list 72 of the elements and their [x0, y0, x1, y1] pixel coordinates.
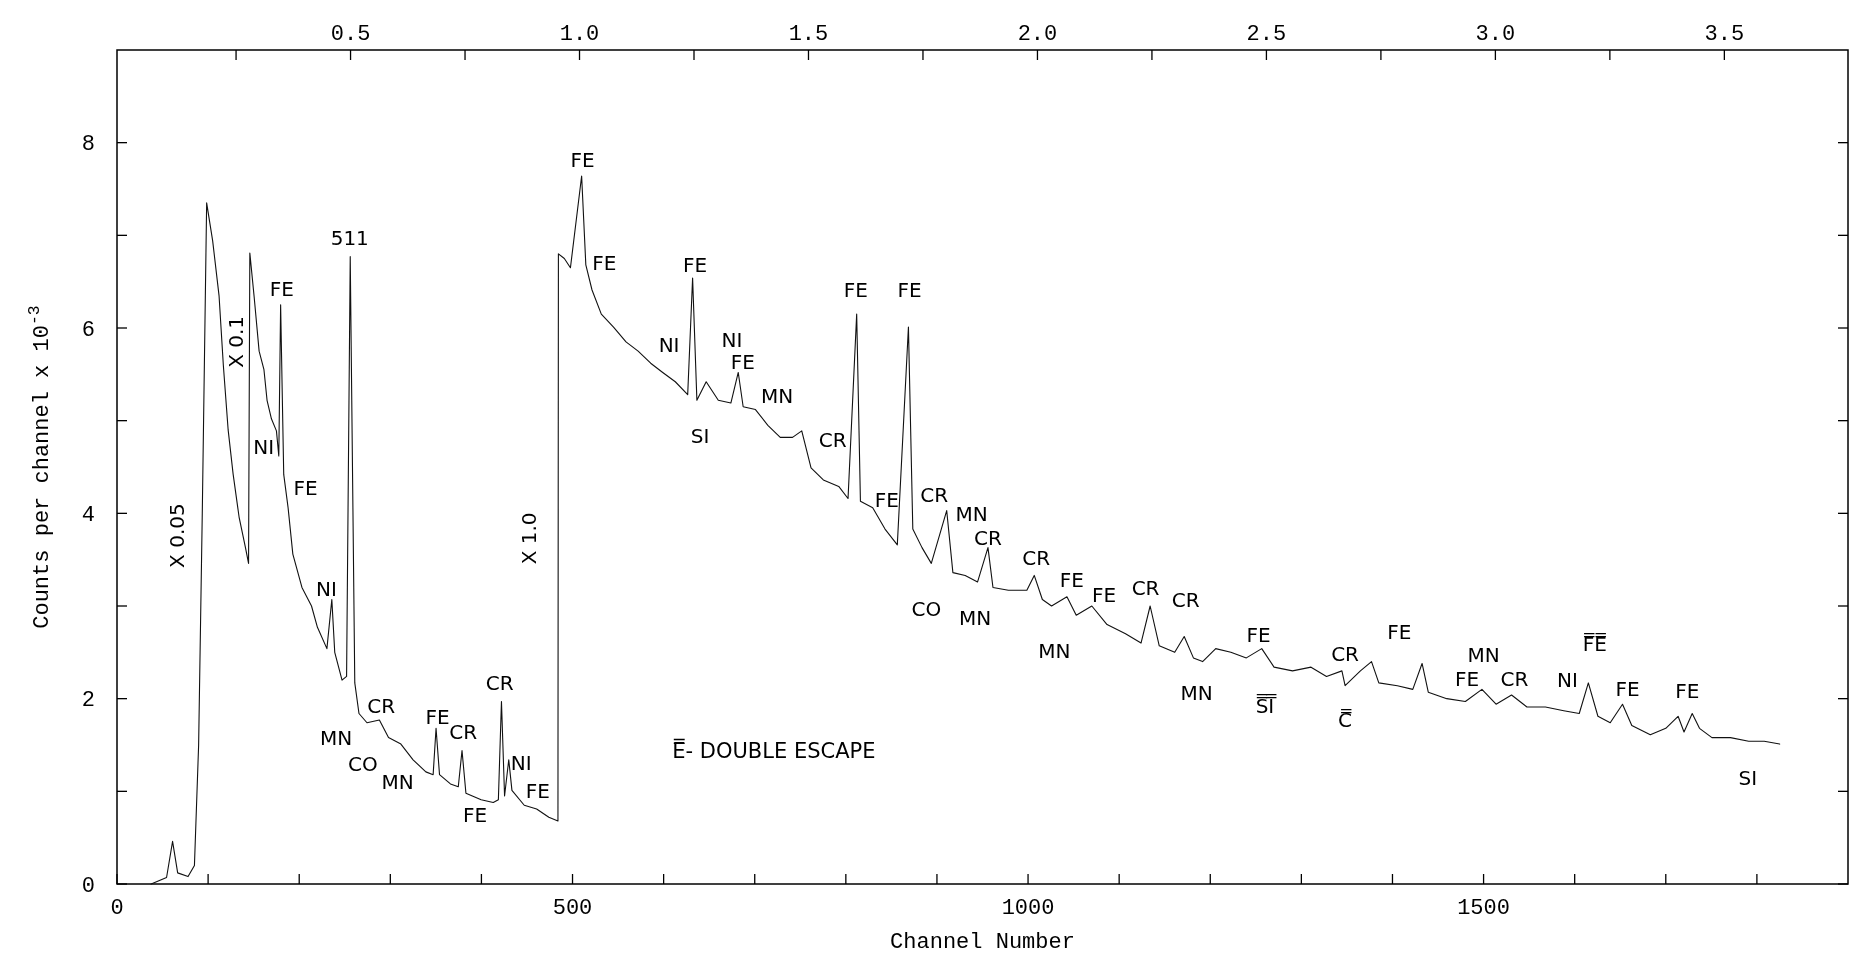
x2-tick-label: 2.5 [1246, 22, 1287, 47]
annotation: MN [381, 770, 414, 795]
annotation: NI [658, 333, 680, 358]
x2-tick-label: 1.0 [559, 22, 600, 47]
annotation: FE [682, 253, 708, 278]
annotation: FE [843, 278, 868, 303]
x2-tick-label: 0.5 [330, 22, 371, 47]
annotation: X 1.0 [517, 512, 542, 565]
annotation: CR [1331, 641, 1360, 666]
y-tick-label: 6 [81, 317, 95, 343]
annotation: MN [320, 725, 353, 750]
annotation: SI [1738, 765, 1758, 790]
annotation: CO [911, 597, 942, 622]
annotation: FE [592, 250, 617, 275]
annotation: E̿- DOUBLE ESCAPE [672, 737, 876, 764]
annotation: NI [316, 576, 337, 601]
annotation: NI [253, 434, 275, 459]
annotation: 511 [330, 226, 369, 251]
annotation: FE [1091, 583, 1117, 608]
x2-tick-label: 3.5 [1704, 22, 1745, 47]
annotation: FE [1246, 623, 1271, 648]
line-series [150, 175, 1781, 885]
annotation: FE [570, 147, 595, 172]
annotation: CR [485, 671, 514, 696]
annotation: MN [1180, 680, 1213, 705]
annotation: FE [1675, 678, 1700, 703]
annotation: CR [367, 693, 396, 718]
y-tick-label: 8 [81, 132, 95, 158]
x-tick-label: 1000 [1001, 896, 1055, 921]
annotation: FE [425, 704, 450, 729]
y-tick-label: 4 [81, 503, 95, 529]
annotation: CO [348, 751, 378, 776]
annotation: MN [959, 606, 992, 631]
annotation: FE [1615, 676, 1640, 701]
annotation: MN [1038, 638, 1071, 663]
annotation: CR [818, 428, 847, 453]
annotation: FE [1387, 620, 1412, 645]
annotation: CR [1022, 546, 1051, 571]
x-axis-title: Channel Number [890, 930, 1075, 955]
annotation: NI [1556, 667, 1578, 692]
annotation: FE [874, 487, 899, 512]
annotation: MN [1467, 642, 1500, 667]
y-tick-label: 2 [81, 688, 95, 714]
annotation: MN [760, 384, 794, 408]
annotation: FE [1059, 568, 1084, 593]
x-tick-label: 0 [110, 896, 124, 921]
x2-tick-label: 2.0 [1017, 22, 1058, 47]
annotation: CR [974, 525, 1002, 550]
annotation: FE [1455, 666, 1480, 691]
annotation: FE [462, 802, 488, 827]
annotation: FE [897, 278, 922, 303]
y-tick-label: 0 [81, 873, 95, 899]
annotation: F̿E̿ [1582, 631, 1607, 657]
annotation: MN [955, 501, 988, 526]
annotation: FE [269, 277, 294, 302]
annotation: X 0.05 [165, 503, 190, 568]
annotation: C̿ [1338, 707, 1353, 733]
x2-tick-label: 3.0 [1475, 22, 1516, 47]
x-tick-label: 1500 [1457, 896, 1510, 921]
annotation: FE [525, 778, 550, 803]
annotation: SI [690, 423, 710, 448]
annotation: S̿I̿ [1255, 692, 1278, 718]
annotation: CR [920, 483, 949, 508]
annotation: CR [1500, 666, 1529, 691]
annotation: FE [293, 475, 318, 500]
annotation: CR [1131, 575, 1160, 600]
annotation: NI [510, 750, 532, 775]
x2-tick-label: 1.5 [788, 22, 829, 47]
annotation: CR [449, 720, 478, 745]
annotation: CR [1171, 587, 1200, 612]
annotation: X 0.1 [223, 315, 248, 368]
x-tick-label: 500 [552, 896, 593, 921]
